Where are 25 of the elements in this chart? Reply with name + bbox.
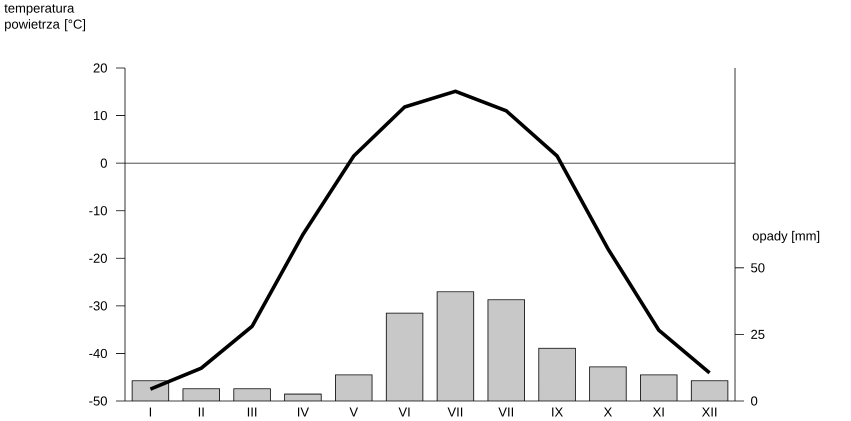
- x-tick-label: III: [248, 408, 256, 416]
- x-tick-label: I: [150, 408, 152, 416]
- x-tick-label: VI: [398, 408, 410, 416]
- y-tick-label: -20: [89, 254, 107, 263]
- y-tick-label: 10: [94, 110, 107, 120]
- x-tick-label: VII: [498, 408, 514, 416]
- y-tick-label: -40: [89, 348, 107, 358]
- y-axis-title: temperatura powietrza [°C]: [4, 4, 86, 32]
- x-tick-label: X: [604, 408, 612, 416]
- x-tick-label: XII: [702, 408, 716, 416]
- x-tick-label: II: [198, 408, 204, 416]
- x-tick-label: VII: [448, 408, 462, 416]
- y2-axis-title: opady [mm]: [752, 230, 820, 244]
- y2-tick-label: 0: [751, 396, 758, 406]
- y-tick-label: -30: [89, 301, 107, 310]
- y2-tick-label: 50: [751, 263, 764, 272]
- x-tick-label: IV: [298, 408, 310, 416]
- y-tick-label: 20: [94, 63, 107, 73]
- x-tick-label: IX: [552, 408, 563, 416]
- y2-tick-label: 25: [751, 330, 764, 339]
- y-tick-label: -50: [89, 396, 107, 406]
- y-tick-label: 0: [100, 158, 107, 168]
- x-tick-label: V: [349, 408, 358, 416]
- y-tick-label: -10: [89, 206, 107, 216]
- x-tick-label: XI: [652, 408, 664, 416]
